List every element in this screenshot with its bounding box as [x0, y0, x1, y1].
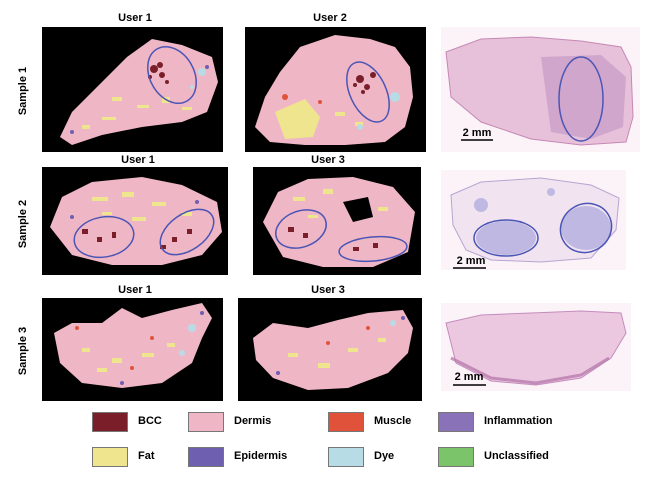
legend-label-dye: Dye: [374, 450, 395, 462]
legend-swatch-unclassified: [438, 447, 474, 467]
row3-label: Sample 3: [17, 326, 29, 376]
sample3-scale-bar-label: 2 mm: [455, 371, 484, 383]
legend-swatch-inflammation: [438, 412, 474, 432]
row2-label: Sample 2: [17, 199, 29, 249]
sample2-user1-segmentation: [42, 167, 228, 275]
sample1-user1-segmentation: [42, 27, 223, 152]
sample2-histology-image: 2 mm: [441, 170, 626, 270]
legend-swatch-fat: [92, 447, 128, 467]
legend-swatch-muscle: [328, 412, 364, 432]
sample2-user3-segmentation: [253, 167, 421, 275]
sample3-user3-segmentation: [238, 298, 422, 401]
row1-col2-label: User 2: [313, 12, 347, 24]
legend-swatch-bcc: [92, 412, 128, 432]
legend-label-epidermis: Epidermis: [234, 450, 288, 462]
row1-col1-label: User 1: [118, 12, 152, 24]
sample2-scale-bar-label: 2 mm: [457, 255, 486, 267]
legend-swatch-dermis: [188, 412, 224, 432]
legend-swatch-dye: [328, 447, 364, 467]
legend-label-muscle: Muscle: [374, 415, 412, 427]
legend-label-inflammation: Inflammation: [484, 415, 553, 427]
row3-col1-label: User 1: [118, 284, 152, 296]
row1-label: Sample 1: [17, 66, 29, 116]
sample1-histology-image: 2 mm: [441, 27, 640, 152]
legend-label-fat: Fat: [138, 450, 155, 462]
sample1-scale-bar-label: 2 mm: [463, 127, 492, 139]
row2-col1-label: User 1: [121, 154, 155, 166]
legend-label-unclassified: Unclassified: [484, 450, 549, 462]
sample3-user1-segmentation: [42, 298, 223, 401]
sample1-user2-segmentation: [245, 27, 426, 152]
row3-col2-label: User 3: [311, 284, 345, 296]
legend-label-bcc: BCC: [138, 415, 162, 427]
legend-label-dermis: Dermis: [234, 415, 272, 427]
legend-swatch-epidermis: [188, 447, 224, 467]
sample3-histology-image: 2 mm: [441, 303, 631, 391]
row2-col2-label: User 3: [311, 154, 345, 166]
